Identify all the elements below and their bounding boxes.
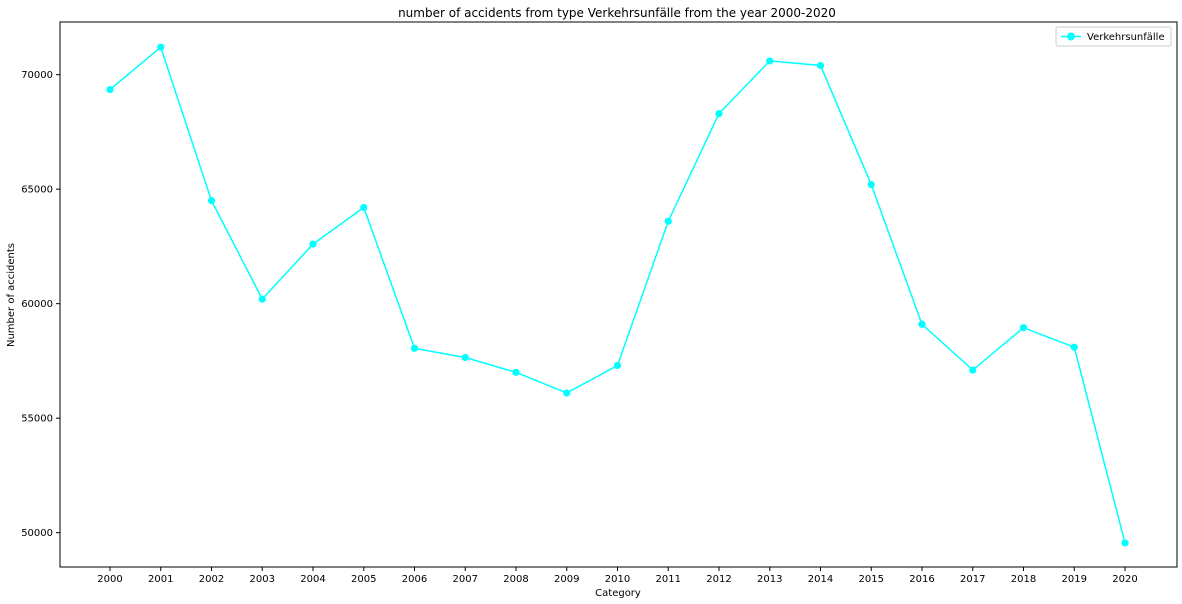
data-point bbox=[207, 197, 216, 205]
x-axis-ticks: 2000 2001 2002 2003 2004 2005 2006 2007 2008 2009… bbox=[97, 567, 1138, 585]
x-tick-label: 2003 bbox=[250, 574, 275, 585]
data-point bbox=[918, 320, 926, 328]
data-point bbox=[816, 61, 825, 70]
data-point bbox=[258, 295, 266, 303]
x-tick-label: 2008 bbox=[503, 574, 528, 585]
data-point bbox=[512, 368, 520, 376]
y-tick-label: 60000 bbox=[21, 299, 53, 310]
x-tick-label: 2001 bbox=[148, 574, 173, 585]
x-tick-label: 2006 bbox=[402, 574, 427, 585]
data-point bbox=[766, 57, 774, 65]
x-tick-label: 2012 bbox=[706, 574, 731, 585]
chart-title: number of accidents from type Verkehrsun… bbox=[398, 6, 836, 20]
legend-box bbox=[1055, 26, 1172, 47]
x-tick-label: 2017 bbox=[960, 574, 985, 585]
plot-area bbox=[59, 21, 1178, 568]
data-point bbox=[461, 353, 469, 362]
x-tick-label: 2011 bbox=[656, 574, 681, 585]
x-tick-label: 2010 bbox=[605, 574, 630, 585]
data-point bbox=[1121, 539, 1129, 547]
data-point bbox=[715, 109, 723, 118]
x-tick-label: 2016 bbox=[909, 574, 934, 585]
data-point bbox=[613, 361, 622, 370]
data-point bbox=[969, 366, 977, 374]
data-point bbox=[867, 180, 875, 189]
data-point bbox=[360, 203, 368, 212]
data-point bbox=[664, 217, 672, 225]
data-point bbox=[157, 43, 165, 51]
y-tick-label: 70000 bbox=[21, 70, 53, 81]
x-tick-label: 2019 bbox=[1062, 574, 1087, 585]
x-tick-label: 2014 bbox=[808, 574, 833, 585]
x-tick-label: 2002 bbox=[199, 574, 224, 585]
legend-label: Verkehrsunfälle bbox=[1087, 32, 1165, 43]
y-tick-label: 55000 bbox=[21, 414, 53, 425]
y-axis-ticks: 50000 55000 60000 65000 70000 bbox=[21, 70, 60, 539]
data-point bbox=[1070, 343, 1078, 351]
data-point bbox=[563, 389, 571, 397]
data-point bbox=[1019, 324, 1028, 332]
x-tick-label: 2004 bbox=[300, 574, 325, 585]
y-axis-title: Number of accidents bbox=[6, 243, 17, 347]
x-tick-label: 2009 bbox=[554, 574, 579, 585]
x-tick-label: 2015 bbox=[859, 574, 884, 585]
y-tick-label: 50000 bbox=[21, 528, 53, 539]
x-tick-label: 2020 bbox=[1112, 574, 1137, 585]
x-tick-label: 2007 bbox=[453, 574, 478, 585]
x-tick-label: 2005 bbox=[351, 574, 376, 585]
series-layer bbox=[106, 43, 1129, 547]
x-tick-label: 2018 bbox=[1011, 574, 1036, 585]
data-point bbox=[410, 344, 419, 352]
x-axis-title: Category bbox=[595, 588, 641, 599]
x-tick-label: 2013 bbox=[757, 574, 782, 585]
legend: Verkehrsunfälle bbox=[1055, 26, 1172, 47]
x-tick-label: 2000 bbox=[97, 574, 122, 585]
y-tick-label: 65000 bbox=[21, 185, 53, 196]
data-point bbox=[106, 85, 114, 94]
legend-marker bbox=[1067, 32, 1075, 41]
data-point bbox=[309, 240, 317, 248]
